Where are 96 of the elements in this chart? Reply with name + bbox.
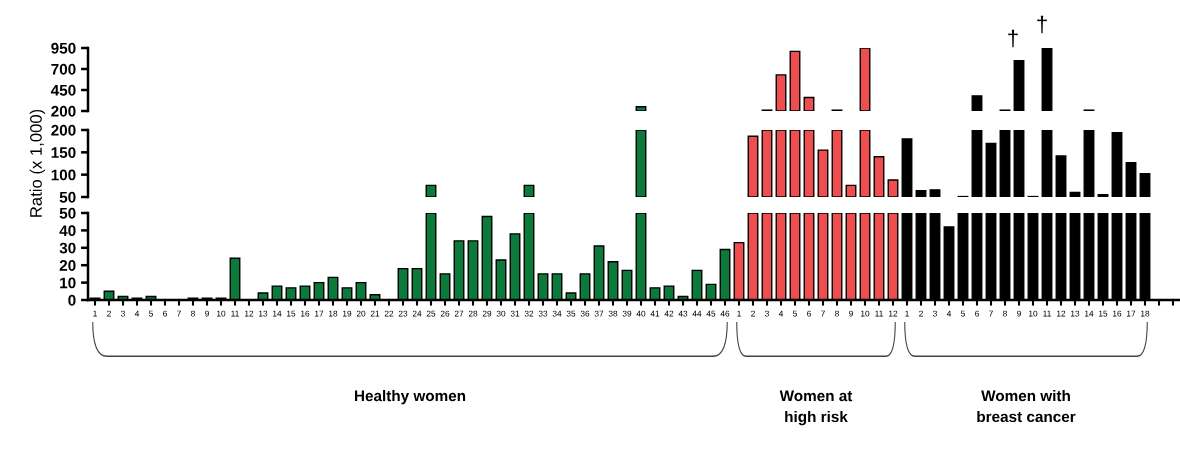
x-tick-label: 34 xyxy=(552,310,562,317)
y-tick-label: 20 xyxy=(59,260,76,271)
x-tick-label: 9 xyxy=(1017,310,1021,317)
text: † xyxy=(1037,15,1047,34)
x-tick-label: 31 xyxy=(510,310,520,317)
x-tick-label: 12 xyxy=(889,310,898,317)
x-tick-label: 18 xyxy=(329,310,338,317)
x-tick-label: 3 xyxy=(933,310,937,317)
x-tick-label: 6 xyxy=(163,310,167,317)
x-tick-label: 38 xyxy=(608,310,618,317)
x-tick-label: 5 xyxy=(149,310,153,317)
x-tick-label: 9 xyxy=(849,310,853,317)
x-tick-label: 33 xyxy=(538,310,548,317)
y-tick-label: 450 xyxy=(50,84,76,96)
x-tick-label: 16 xyxy=(1113,310,1122,317)
x-tick-label: 11 xyxy=(875,310,883,317)
text: Women with breast cancer xyxy=(977,390,1076,423)
x-tick-label: 1 xyxy=(737,310,741,317)
text: Healthy women xyxy=(354,390,466,405)
x-tick-label: 21 xyxy=(370,310,380,317)
y-tick-label: 50 xyxy=(59,191,76,203)
y-tick-label: 150 xyxy=(51,147,76,159)
x-tick-label: 5 xyxy=(793,310,797,317)
x-tick-label: 36 xyxy=(580,310,590,317)
y-tick-label: 10 xyxy=(60,277,76,289)
x-tick-label: 16 xyxy=(301,310,310,317)
x-tick-label: 6 xyxy=(807,310,811,317)
x-tick-label: 2 xyxy=(751,310,755,317)
x-tick-label: 7 xyxy=(989,310,993,317)
x-tick-label: 6 xyxy=(975,310,979,317)
x-tick-label: 17 xyxy=(1127,310,1136,317)
x-tick-label: 23 xyxy=(398,310,408,317)
text: † xyxy=(1008,29,1018,48)
x-tick-label: 15 xyxy=(1099,310,1108,317)
x-tick-label: 14 xyxy=(273,310,282,317)
x-tick-label: 22 xyxy=(384,310,394,317)
y-tick-label: 100 xyxy=(51,169,76,181)
x-tick-label: 30 xyxy=(496,310,506,317)
x-tick-label: 20 xyxy=(356,310,366,317)
x-tick-label: 4 xyxy=(778,310,784,317)
x-tick-label: 27 xyxy=(454,310,464,317)
x-tick-label: 10 xyxy=(217,310,226,317)
x-tick-label: 10 xyxy=(861,310,870,317)
x-tick-label: 37 xyxy=(594,310,604,317)
text: Women at high risk xyxy=(779,390,853,426)
x-tick-label: 11 xyxy=(1043,310,1051,317)
y-tick-label: 200 xyxy=(51,124,76,136)
x-tick-label: 17 xyxy=(315,310,324,317)
x-tick-label: 39 xyxy=(622,310,632,317)
x-tick-label: 3 xyxy=(765,310,769,317)
x-tick-label: 4 xyxy=(134,310,140,317)
y-tick-label: 50 xyxy=(59,207,76,219)
x-tick-label: 42 xyxy=(664,310,674,317)
y-tick-label: 700 xyxy=(51,63,76,75)
y-tick-label: 200 xyxy=(51,105,76,117)
x-tick-label: 14 xyxy=(1085,310,1094,317)
x-tick-label: 8 xyxy=(1003,310,1007,317)
x-tick-label: 8 xyxy=(191,310,195,317)
x-tick-label: 26 xyxy=(440,310,450,317)
x-tick-label: 19 xyxy=(343,310,352,317)
y-tick-label: 950 xyxy=(51,42,76,54)
x-tick-label: 12 xyxy=(1057,310,1066,317)
x-tick-label: 10 xyxy=(1029,310,1038,317)
x-tick-label: 45 xyxy=(706,310,716,317)
x-tick-label: 12 xyxy=(245,310,254,317)
x-tick-label: 5 xyxy=(961,310,965,317)
x-tick-label: 41 xyxy=(650,310,660,317)
y-axis-title: Ratio (x 1,000) xyxy=(29,109,46,217)
x-tick-label: 9 xyxy=(205,310,209,317)
x-tick-label: 13 xyxy=(1071,310,1080,317)
x-tick-label: 7 xyxy=(177,310,181,317)
x-tick-label: 1 xyxy=(905,310,909,317)
x-tick-label: 2 xyxy=(919,310,923,317)
x-tick-label: 3 xyxy=(121,310,125,317)
x-tick-label: 44 xyxy=(692,310,702,317)
y-tick-label: 0 xyxy=(68,294,76,306)
x-tick-label: 11 xyxy=(231,310,239,317)
x-tick-label: 24 xyxy=(412,310,422,317)
x-tick-label: 18 xyxy=(1141,310,1150,317)
x-tick-label: 13 xyxy=(259,310,268,317)
x-tick-label: 15 xyxy=(287,310,296,317)
x-tick-label: 2 xyxy=(107,310,111,317)
x-tick-label: 40 xyxy=(636,310,646,317)
x-tick-label: 28 xyxy=(468,310,478,317)
x-tick-label: 46 xyxy=(720,310,730,317)
x-tick-label: 4 xyxy=(946,310,952,317)
y-tick-label: 40 xyxy=(59,225,76,237)
x-tick-label: 8 xyxy=(835,310,839,317)
x-tick-label: 43 xyxy=(678,310,688,317)
y-tick-label: 30 xyxy=(59,242,76,254)
x-tick-label: 1 xyxy=(93,310,97,317)
x-tick-label: 25 xyxy=(426,310,436,317)
x-tick-label: 29 xyxy=(482,310,492,317)
x-tick-label: 35 xyxy=(566,310,576,317)
x-tick-label: 7 xyxy=(821,310,825,317)
x-tick-label: 32 xyxy=(524,310,534,317)
